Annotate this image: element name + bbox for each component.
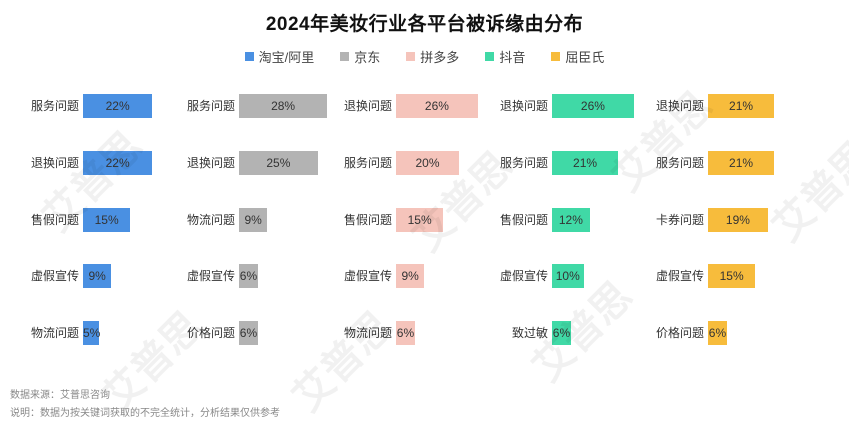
category-label: 服务问题 <box>30 99 79 113</box>
category-label: 退换问题 <box>655 99 704 113</box>
category-label: 物流问题 <box>343 326 392 340</box>
category-label: 价格问题 <box>655 326 704 340</box>
bar-value-label: 9% <box>88 269 106 283</box>
bar-value-label: 6% <box>396 326 415 340</box>
legend-label: 淘宝/阿里 <box>258 50 315 65</box>
bar <box>239 151 318 175</box>
bar-value-label: 22% <box>105 156 130 170</box>
legend-label: 京东 <box>354 50 381 65</box>
bar <box>708 264 756 288</box>
bar <box>552 151 619 175</box>
category-label: 虚假宣传 <box>186 269 235 283</box>
bar <box>396 264 425 288</box>
bar-value-label: 21% <box>573 156 598 170</box>
bar <box>552 264 584 288</box>
bar <box>396 94 478 118</box>
category-label: 退换问题 <box>30 156 79 170</box>
bar <box>239 208 268 232</box>
bar-value-label: 5% <box>83 326 101 340</box>
category-label: 价格问题 <box>186 326 235 340</box>
bar-value-label: 26% <box>580 99 605 113</box>
legend-label: 抖音 <box>499 50 526 65</box>
bar <box>239 264 258 288</box>
bar-value-label: 25% <box>266 156 291 170</box>
bar <box>708 321 727 345</box>
bar-value-label: 21% <box>729 99 754 113</box>
category-label: 售假问题 <box>343 213 392 227</box>
bar <box>83 208 131 232</box>
chart-legend: 淘宝/阿里 京东 拼多多 抖音 屈臣氏 <box>0 47 849 66</box>
category-label: 服务问题 <box>499 156 548 170</box>
category-label: 服务问题 <box>343 156 392 170</box>
bar-value-label: 15% <box>94 213 119 227</box>
watermark: 艾普思 <box>284 303 401 420</box>
legend-item: 淘宝/阿里 <box>244 47 315 66</box>
bar-value-label: 6% <box>552 326 571 340</box>
category-label: 售假问题 <box>499 213 548 227</box>
category-label: 卡券问题 <box>655 213 704 227</box>
bar-value-label: 26% <box>424 99 449 113</box>
category-label: 虚假宣传 <box>499 269 548 283</box>
footer-note: 说明：数据为按关键词获取的不完全统计，分析结果仅供参考 <box>10 408 280 419</box>
legend-item: 屈臣氏 <box>551 47 604 66</box>
legend-swatch <box>485 52 495 61</box>
category-label: 物流问题 <box>30 326 79 340</box>
bar <box>83 321 99 345</box>
category-label: 虚假宣传 <box>30 269 79 283</box>
bar <box>708 94 775 118</box>
category-label: 退换问题 <box>499 99 548 113</box>
bar <box>552 208 590 232</box>
legend-swatch <box>551 52 561 61</box>
bar <box>552 321 571 345</box>
category-label: 退换问题 <box>343 99 392 113</box>
bar <box>552 94 634 118</box>
bar-value-label: 15% <box>719 269 744 283</box>
bar-value-label: 22% <box>105 99 130 113</box>
category-label: 售假问题 <box>30 213 79 227</box>
legend-swatch <box>244 52 254 61</box>
bar-value-label: 21% <box>729 156 754 170</box>
footer-source: 数据来源：艾普思咨询 <box>10 390 110 401</box>
legend-label: 拼多多 <box>420 50 460 65</box>
category-label: 虚假宣传 <box>343 269 392 283</box>
bar <box>239 321 258 345</box>
bar-value-label: 6% <box>239 326 258 340</box>
legend-item: 京东 <box>340 47 380 66</box>
bar-value-label: 28% <box>271 99 296 113</box>
bar <box>83 151 153 175</box>
bar-value-label: 12% <box>558 213 583 227</box>
chart-title: 2024年美妆行业各平台被诉缘由分布 <box>265 14 584 35</box>
category-label: 致过敏 <box>511 326 548 340</box>
legend-label: 屈臣氏 <box>565 50 605 65</box>
bar <box>83 264 112 288</box>
bar <box>708 208 768 232</box>
bar <box>396 208 444 232</box>
legend-item: 拼多多 <box>406 47 459 66</box>
category-label: 退换问题 <box>186 156 235 170</box>
bar <box>83 94 153 118</box>
bar <box>239 94 328 118</box>
bar-value-label: 9% <box>401 269 419 283</box>
bar-value-label: 6% <box>239 269 258 283</box>
category-label: 虚假宣传 <box>655 269 704 283</box>
bar <box>396 151 459 175</box>
bar-value-label: 20% <box>415 156 440 170</box>
category-label: 服务问题 <box>655 156 704 170</box>
category-label: 物流问题 <box>186 213 235 227</box>
legend-swatch <box>406 52 416 61</box>
bar-value-label: 15% <box>407 213 432 227</box>
bar-value-label: 9% <box>244 213 262 227</box>
watermark: 艾普思 <box>764 133 849 250</box>
bar <box>396 321 415 345</box>
bar-value-label: 10% <box>555 269 580 283</box>
bar-value-label: 6% <box>708 326 727 340</box>
bar <box>708 151 775 175</box>
legend-item: 抖音 <box>485 47 525 66</box>
category-label: 服务问题 <box>186 99 235 113</box>
bar-value-label: 19% <box>725 213 750 227</box>
legend-swatch <box>340 52 350 61</box>
